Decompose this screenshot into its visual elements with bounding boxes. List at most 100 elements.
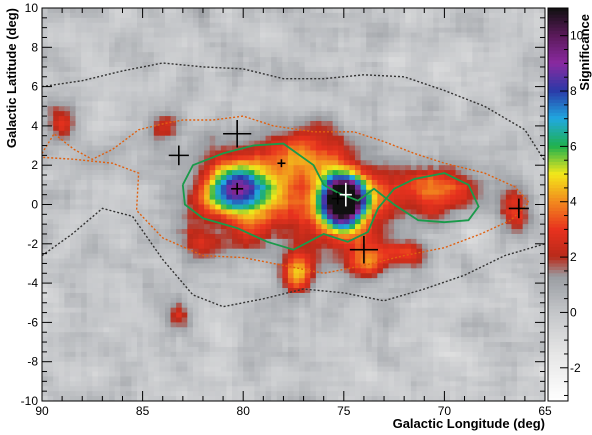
heatmap-cell <box>232 27 239 34</box>
heatmap-cell <box>92 130 99 137</box>
heatmap-cell <box>483 229 490 235</box>
heatmap-cell <box>332 22 339 29</box>
heatmap-cell <box>47 130 54 137</box>
heatmap-cell <box>254 12 261 19</box>
heatmap-cell <box>472 106 479 112</box>
heatmap-cell <box>449 130 457 137</box>
heatmap-cell <box>120 66 127 73</box>
heatmap-cell <box>92 12 99 19</box>
heatmap-cell <box>528 140 535 147</box>
heatmap-cell <box>137 125 144 132</box>
heatmap-cell <box>332 12 339 19</box>
heatmap-cell <box>159 71 166 78</box>
heatmap-cell <box>58 233 65 240</box>
heatmap-cell <box>170 179 177 186</box>
heatmap-cell <box>287 224 295 230</box>
heatmap-cell <box>64 258 71 265</box>
heatmap-cell <box>293 204 300 211</box>
heatmap-cell <box>354 248 362 255</box>
heatmap-cell <box>343 170 350 176</box>
heatmap-cell <box>232 155 239 161</box>
heatmap-cell <box>75 199 82 206</box>
heatmap-cell <box>75 184 82 191</box>
heatmap-cell <box>114 101 121 107</box>
heatmap-cell <box>181 8 188 14</box>
heatmap-cell <box>248 199 255 206</box>
heatmap-cell <box>164 37 172 43</box>
heatmap-cell <box>388 248 395 255</box>
heatmap-cell <box>438 248 445 255</box>
heatmap-cell <box>232 243 239 250</box>
heatmap-cell <box>315 263 323 269</box>
heatmap-cell <box>477 81 485 88</box>
heatmap-cell <box>103 233 110 240</box>
heatmap-cell <box>187 135 194 142</box>
heatmap-cell <box>204 175 211 181</box>
heatmap-cell <box>64 66 71 73</box>
heatmap-cell <box>282 12 289 19</box>
heatmap-cell <box>433 47 440 53</box>
heatmap-cell <box>176 194 183 201</box>
heatmap-cell <box>271 268 278 274</box>
heatmap-cell <box>47 219 54 225</box>
heatmap-cell <box>410 86 418 93</box>
heatmap-cell <box>427 263 434 269</box>
heatmap-cell <box>187 8 194 14</box>
heatmap-cell <box>304 155 311 161</box>
heatmap-cell <box>343 96 350 102</box>
heatmap-cell <box>131 179 138 186</box>
heatmap-cell <box>477 224 485 230</box>
heatmap-cell <box>304 140 311 147</box>
heatmap-cell <box>505 268 513 274</box>
heatmap-cell <box>287 116 295 122</box>
heatmap-cell <box>159 219 166 225</box>
heatmap-cell <box>254 248 261 255</box>
heatmap-cell <box>243 184 250 191</box>
heatmap-cell <box>494 229 501 235</box>
heatmap-cell <box>461 155 468 161</box>
heatmap-cell <box>265 155 272 161</box>
heatmap-cell <box>343 125 350 132</box>
heatmap-cell <box>366 165 373 171</box>
heatmap-cell <box>181 273 188 279</box>
heatmap-cell <box>75 71 82 78</box>
heatmap-cell <box>69 66 77 73</box>
heatmap-cell <box>533 194 541 201</box>
heatmap-cell <box>299 194 306 201</box>
heatmap-cell <box>349 101 356 107</box>
heatmap-cell <box>42 52 49 58</box>
heatmap-cell <box>142 204 149 211</box>
heatmap-cell <box>69 145 77 152</box>
heatmap-cell <box>103 278 110 284</box>
heatmap-cell <box>394 199 401 206</box>
heatmap-cell <box>209 8 216 14</box>
heatmap-cell <box>282 22 289 29</box>
heatmap-cell <box>304 17 311 24</box>
heatmap-cell <box>92 42 99 48</box>
heatmap-cell <box>142 160 149 166</box>
heatmap-cell <box>382 17 390 24</box>
heatmap-cell <box>159 37 166 43</box>
heatmap-cell <box>433 106 440 112</box>
heatmap-cell <box>315 47 323 53</box>
heatmap-cell <box>349 47 356 53</box>
heatmap-cell <box>64 71 71 78</box>
heatmap-cell <box>422 27 429 34</box>
heatmap-cell <box>181 106 188 112</box>
heatmap-cell <box>69 278 77 284</box>
heatmap-cell <box>287 209 295 215</box>
heatmap-cell <box>226 111 233 117</box>
heatmap-cell <box>394 263 401 269</box>
heatmap-cell <box>410 165 418 171</box>
heatmap-cell <box>271 76 278 83</box>
heatmap-cell <box>539 268 545 274</box>
heatmap-cell <box>489 8 496 14</box>
heatmap-cell <box>494 125 501 132</box>
heatmap-cell <box>332 8 339 14</box>
heatmap-cell <box>444 96 451 102</box>
heatmap-cell <box>64 57 71 63</box>
heatmap-cell <box>271 224 278 230</box>
heatmap-cell <box>148 170 155 176</box>
heatmap-cell <box>282 86 289 93</box>
heatmap-cell <box>215 62 222 68</box>
